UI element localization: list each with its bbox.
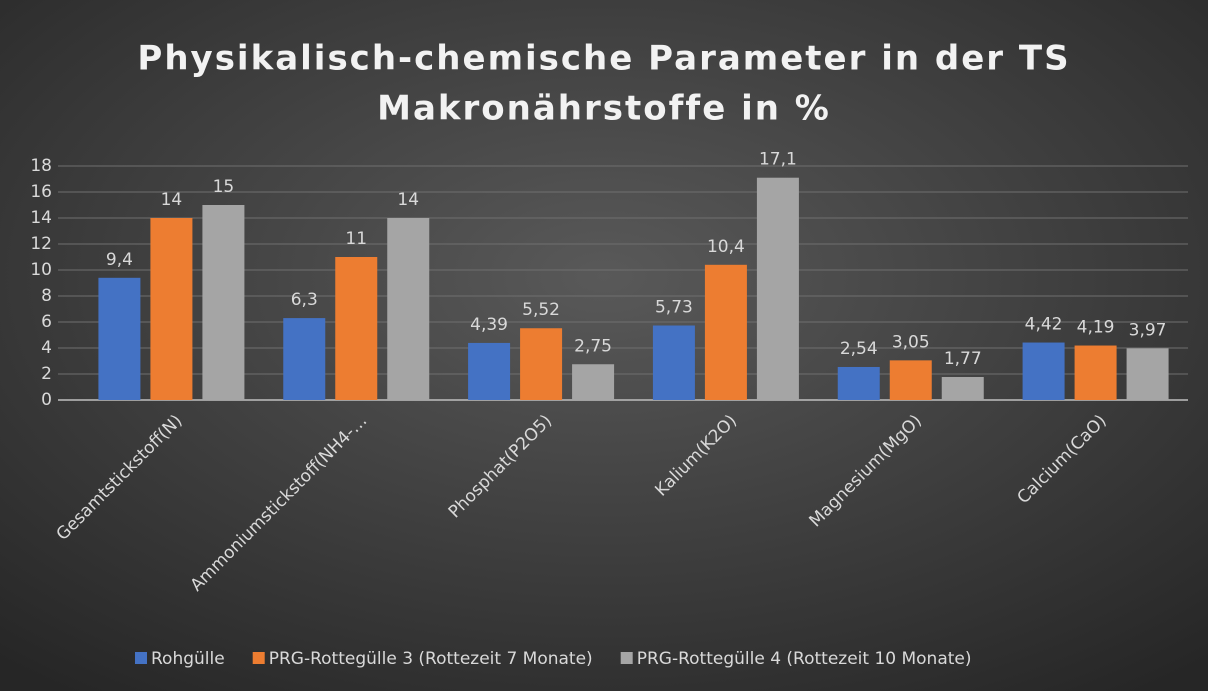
bar bbox=[704, 264, 747, 400]
y-tick-label: 2 bbox=[41, 364, 52, 384]
data-label: 11 bbox=[345, 229, 367, 249]
data-label: 4,19 bbox=[1077, 318, 1115, 338]
y-tick-label: 4 bbox=[41, 338, 52, 358]
bar bbox=[387, 218, 430, 400]
bar bbox=[150, 218, 193, 400]
data-label: 5,73 bbox=[655, 298, 693, 318]
legend-label: Rohgülle bbox=[151, 649, 225, 669]
data-label: 4,42 bbox=[1025, 315, 1063, 335]
bar bbox=[283, 318, 326, 400]
bar bbox=[202, 205, 245, 400]
y-tick-label: 12 bbox=[30, 234, 52, 254]
bar bbox=[889, 360, 932, 400]
y-tick-label: 10 bbox=[30, 260, 52, 280]
legend-swatch bbox=[135, 652, 147, 664]
bar bbox=[1126, 348, 1169, 400]
y-tick-label: 18 bbox=[30, 156, 52, 176]
data-label: 2,75 bbox=[574, 336, 612, 356]
bar bbox=[941, 376, 984, 400]
bar bbox=[520, 328, 563, 400]
bar bbox=[468, 342, 511, 400]
bar bbox=[837, 366, 880, 400]
data-label: 5,52 bbox=[522, 300, 560, 320]
data-label: 4,39 bbox=[470, 315, 508, 335]
y-tick-label: 14 bbox=[30, 208, 52, 228]
data-label: 3,05 bbox=[892, 332, 930, 352]
data-label: 17,1 bbox=[759, 150, 797, 170]
y-tick-label: 8 bbox=[41, 286, 52, 306]
bar bbox=[756, 177, 799, 400]
data-label: 15 bbox=[213, 177, 235, 197]
bar bbox=[572, 364, 615, 400]
data-label: 3,97 bbox=[1129, 320, 1167, 340]
legend-label: PRG-Rottegülle 4 (Rottezeit 10 Monate) bbox=[637, 649, 972, 669]
y-tick-label: 6 bbox=[41, 312, 52, 332]
bar bbox=[1074, 345, 1117, 400]
legend-swatch bbox=[620, 652, 633, 664]
bar bbox=[652, 325, 695, 400]
chart-subtitle: Makronährstoffe in % bbox=[377, 89, 831, 129]
chart-title: Physikalisch-chemische Parameter in der … bbox=[137, 39, 1070, 79]
bar bbox=[1022, 342, 1065, 400]
data-label: 9,4 bbox=[106, 250, 133, 270]
data-label: 14 bbox=[161, 190, 183, 210]
data-label: 6,3 bbox=[291, 290, 318, 310]
data-label: 10,4 bbox=[707, 237, 745, 257]
y-tick-label: 16 bbox=[30, 182, 52, 202]
legend-swatch bbox=[252, 652, 265, 664]
bar bbox=[335, 257, 378, 400]
data-label: 14 bbox=[397, 190, 419, 210]
legend-label: PRG-Rottegülle 3 (Rottezeit 7 Monate) bbox=[269, 649, 593, 669]
data-label: 2,54 bbox=[840, 339, 878, 359]
y-tick-label: 0 bbox=[41, 390, 52, 410]
bar bbox=[98, 277, 141, 400]
data-label: 1,77 bbox=[944, 349, 982, 369]
